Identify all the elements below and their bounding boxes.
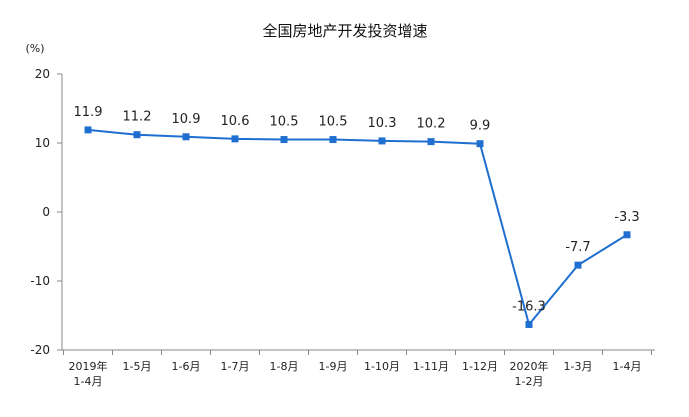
data-label: 10.6 [221, 114, 250, 129]
x-tick-label: 1-6月 [172, 360, 201, 373]
data-label: -3.3 [614, 210, 639, 225]
data-point [525, 320, 533, 328]
x-tick-label: 1-3月 [564, 360, 593, 373]
chart-title: 全国房地产开发投资增速 [262, 22, 427, 40]
data-label: 10.5 [319, 115, 348, 130]
x-tick-label: 1-5月 [123, 360, 152, 373]
data-label: 9.9 [470, 119, 491, 134]
y-tick-label: -20 [30, 343, 50, 357]
data-points [84, 126, 631, 328]
x-tick-label: 1-7月 [221, 360, 250, 373]
x-tick-label: 1-11月 [413, 360, 449, 373]
y-tick-label: 20 [35, 67, 50, 81]
data-point [329, 136, 337, 144]
data-point [182, 133, 190, 141]
y-unit-label: (%) [25, 42, 44, 55]
y-tick-label: -10 [30, 274, 50, 288]
x-tick-label: 2020年 1-2月 [510, 359, 549, 388]
x-tick-label: 1-9月 [319, 360, 348, 373]
data-point [84, 126, 92, 134]
x-tick-label: 1-4月 [613, 360, 642, 373]
data-label: -16.3 [512, 299, 546, 314]
x-tick-label: 1-10月 [364, 360, 400, 373]
data-label: 10.5 [270, 115, 299, 130]
x-ticks: 2019年 1-4月 1-5月 1-6月 1-7月 1-8月 1-9月 1-10月 1-11月 1… [63, 350, 652, 388]
data-labels: 11.9 11.2 10.9 10.6 10.5 10.5 10.3 10.2 9.9 -16.3… [74, 105, 640, 315]
x-tick-label: 1-12月 [462, 360, 498, 373]
data-point [476, 140, 484, 148]
y-tick-label: 0 [42, 205, 50, 219]
series-line [87, 128, 628, 327]
data-point [231, 135, 239, 143]
data-label: -7.7 [565, 240, 590, 255]
data-point [427, 138, 435, 146]
data-label: 10.2 [417, 117, 446, 132]
x-tick-label: 2019年 1-4月 [69, 359, 108, 388]
y-ticks: 20 10 0 -10 -20 [30, 67, 62, 357]
data-label: 11.2 [123, 110, 152, 125]
data-point [133, 131, 141, 139]
data-label: 10.3 [368, 116, 397, 131]
y-tick-label: 10 [35, 136, 50, 150]
x-tick-label: 1-8月 [270, 360, 299, 373]
data-point [378, 137, 386, 145]
data-point [574, 261, 582, 269]
data-point [280, 136, 288, 144]
data-point [623, 231, 631, 239]
series [87, 128, 628, 327]
data-label: 11.9 [74, 105, 103, 120]
data-label: 10.9 [172, 112, 201, 127]
